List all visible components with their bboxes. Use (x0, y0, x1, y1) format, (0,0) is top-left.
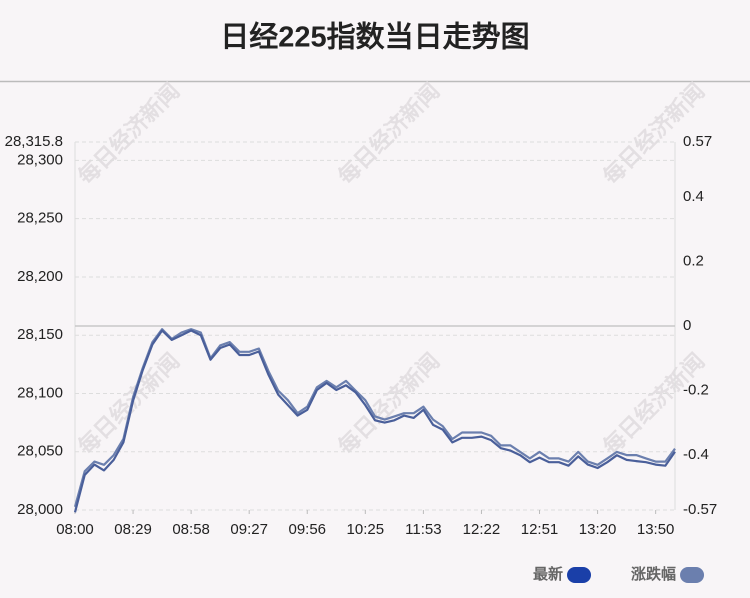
watermark: 每日经济新闻 (598, 348, 709, 459)
watermark: 每日经济新闻 (73, 348, 184, 459)
x-tick-label: 08:29 (114, 521, 152, 538)
x-tick-label: 12:22 (463, 521, 501, 538)
watermark: 每日经济新闻 (333, 78, 444, 189)
chart-title: 日经225指数当日走势图 (220, 20, 529, 54)
x-tick-label: 13:50 (637, 521, 675, 538)
y2-tick-label: -0.57 (683, 501, 717, 518)
y-tick-label: 28,050 (17, 443, 63, 460)
data-line (73, 328, 676, 508)
y-tick-label: 28,000 (17, 501, 63, 518)
watermark: 每日经济新闻 (333, 348, 444, 459)
y-tick-label: 28,250 (17, 210, 63, 227)
y-tick-label: 28,315.8 (5, 133, 63, 150)
x-tick-label: 10:25 (347, 521, 385, 538)
y2-tick-label: 0.57 (683, 133, 712, 150)
y2-tick-label: 0 (683, 317, 691, 334)
y2-tick-label: -0.2 (683, 382, 709, 399)
data-line (73, 329, 676, 513)
legend-label: 最新 (533, 565, 563, 583)
legend-label: 涨跌幅 (631, 565, 676, 583)
y-tick-label: 28,100 (17, 384, 63, 401)
x-tick-label: 08:00 (56, 521, 94, 538)
y-tick-label: 28,150 (17, 326, 63, 343)
x-tick-label: 12:51 (521, 521, 559, 538)
x-tick-label: 08:58 (172, 521, 210, 538)
x-tick-label: 11:53 (405, 521, 441, 538)
x-tick-label: 09:56 (288, 521, 326, 538)
y-tick-label: 28,300 (17, 151, 63, 168)
x-tick-label: 13:20 (579, 521, 617, 538)
y2-tick-label: 0.2 (683, 252, 704, 269)
x-tick-label: 09:27 (230, 521, 268, 538)
y-tick-label: 28,200 (17, 268, 63, 285)
y2-tick-label: 0.4 (683, 188, 704, 205)
y2-tick-label: -0.4 (683, 446, 709, 463)
legend-swatch (680, 567, 705, 583)
watermark: 每日经济新闻 (73, 78, 184, 189)
plot-area: 28,000 28,050 28,100 28,150 28,200 28,250 28,3… (5, 133, 718, 538)
legend-swatch (567, 567, 592, 583)
